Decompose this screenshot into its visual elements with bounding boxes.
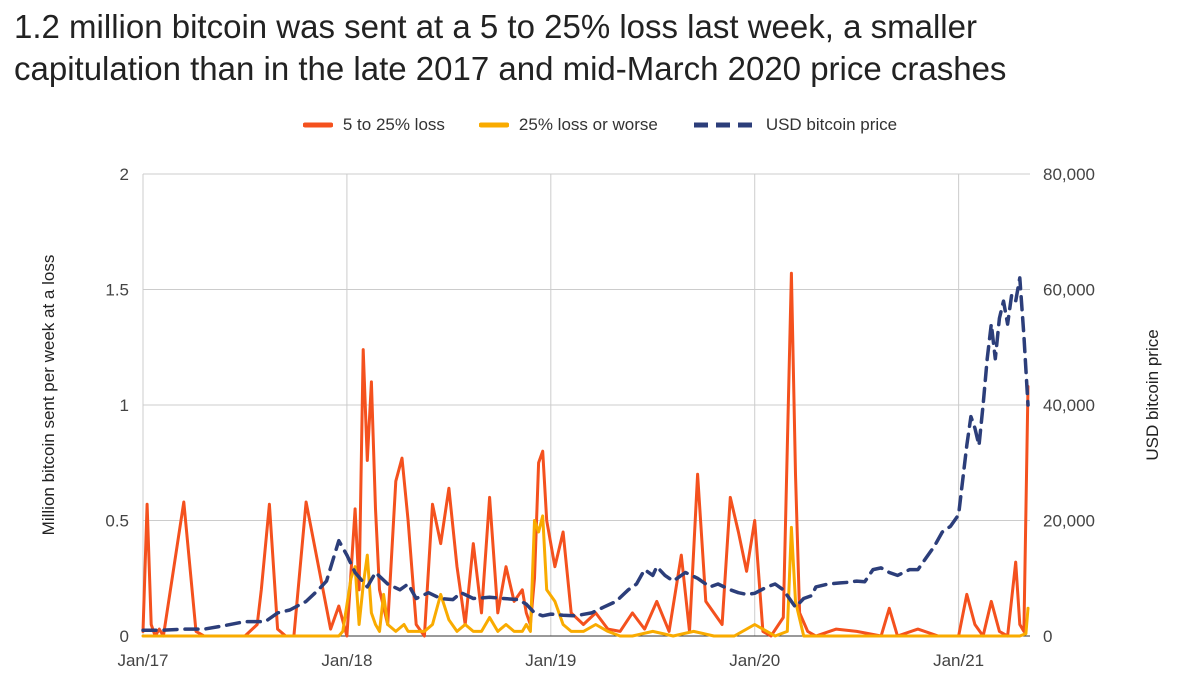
x-tick-label-1: Jan/18 [321,651,372,670]
y-right-tick-label-0: 0 [1043,627,1052,646]
x-tick-label-2: Jan/19 [525,651,576,670]
y-right-tick-label-2: 40,000 [1043,396,1095,415]
y-right-tick-label-1: 20,000 [1043,512,1095,531]
y-left-tick-label-4: 2 [120,165,129,184]
x-tick-label-0: Jan/17 [117,651,168,670]
x-tick-label-4: Jan/21 [933,651,984,670]
x-tick-label-3: Jan/20 [729,651,780,670]
y-left-tick-label-0: 0 [120,627,129,646]
y-left-tick-label-3: 1.5 [105,281,129,300]
legend-label-25-loss-or-worse: 25% loss or worse [518,115,658,134]
chart-title-line-2: capitulation than in the late 2017 and m… [14,50,1007,87]
y-right-axis-title: USD bitcoin price [1143,329,1162,460]
y-left-axis-title: Million bitcoin sent per week at a loss [39,255,58,536]
legend-label-usd-bitcoin-price: USD bitcoin price [765,115,898,134]
y-right-tick-label-4: 80,000 [1043,165,1095,184]
chart-title: 1.2 million bitcoin was sent at a 5 to 2… [14,6,1184,90]
y-left-tick-label-2: 1 [120,396,129,415]
legend-swatch-yellow-line [478,122,509,128]
series-line-0 [141,271,1030,638]
y-right-tick-label-3: 60,000 [1043,281,1095,300]
legend-swatch-dashed-line [693,122,754,128]
legend-swatch-orange-line [302,122,333,128]
series-line-1 [141,514,1030,638]
legend-item-usd-bitcoin-price[interactable]: USD bitcoin price [692,115,897,135]
chart-title-line-1: 1.2 million bitcoin was sent at a 5 to 2… [14,8,977,45]
chart-legend: 5 to 25% loss 25% loss or worse USD bitc… [0,112,1200,138]
legend-item-25-loss-or-worse[interactable]: 25% loss or worse [478,115,658,135]
legend-item-5-to-25-loss[interactable]: 5 to 25% loss [302,115,445,135]
series-line-2 [141,276,1030,632]
y-left-tick-label-1: 0.5 [105,512,129,531]
legend-label-5-to-25-loss: 5 to 25% loss [342,115,445,134]
